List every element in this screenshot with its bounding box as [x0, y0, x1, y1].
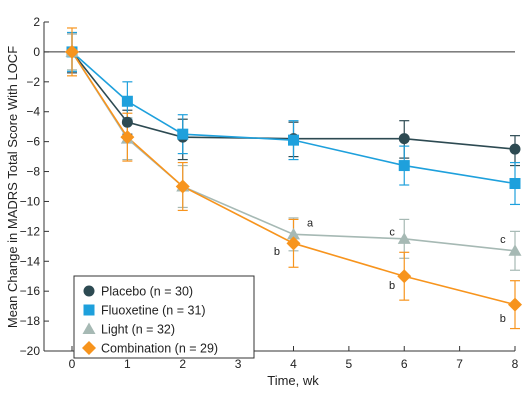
significance-annotation: c [389, 226, 395, 238]
data-point-square [509, 178, 521, 190]
data-point-circle [83, 285, 95, 297]
data-point-square [121, 95, 133, 107]
x-tick-label: 8 [512, 357, 519, 371]
data-point-diamond [120, 130, 135, 145]
x-tick-label: 6 [401, 357, 408, 371]
data-point-diamond [397, 269, 412, 284]
significance-annotation: b [274, 246, 280, 258]
data-point-circle [509, 143, 521, 155]
data-point-triangle [82, 322, 96, 334]
y-tick-label: 0 [33, 45, 40, 59]
legend-label: Fluoxetine (n = 31) [101, 304, 206, 318]
y-tick-label: −18 [20, 314, 41, 328]
data-point-square [398, 160, 410, 172]
significance-annotation: b [389, 280, 395, 292]
annotations: a b c b c b [274, 217, 506, 325]
y-tick-label: −14 [20, 254, 41, 268]
x-tick-label: 1 [124, 357, 131, 371]
y-tick-label: −12 [20, 224, 41, 238]
legend-box [73, 275, 255, 359]
data-point-triangle [397, 232, 411, 244]
series-line [71, 51, 516, 306]
series-line [71, 51, 516, 185]
x-tick-label: 7 [456, 357, 463, 371]
x-tick-label: 0 [69, 357, 76, 371]
y-tick-label: −16 [20, 284, 41, 298]
y-tick-label: −2 [26, 75, 40, 89]
significance-annotation: c [500, 234, 506, 246]
y-tick-label: −20 [20, 344, 41, 358]
data-point-diamond [175, 179, 190, 194]
y-tick-label: −4 [26, 105, 40, 119]
x-tick-label: 2 [179, 357, 186, 371]
data-point-diamond [286, 236, 301, 251]
legend-label: Light (n = 32) [101, 323, 175, 337]
legend: Placebo (n = 30) Fluoxetine (n = 31) Light… [73, 275, 255, 359]
y-tick-label: 2 [33, 15, 40, 29]
significance-annotation: a [307, 217, 314, 229]
data-point-diamond [508, 297, 522, 312]
y-tick-label: −10 [20, 194, 41, 208]
legend-label: Placebo (n = 30) [101, 285, 193, 299]
y-axis-title: Mean Change in MADRS Total Score With LO… [5, 46, 20, 328]
legend-label: Combination (n = 29) [101, 342, 218, 356]
y-tick-label: −6 [26, 135, 40, 149]
data-point-square [288, 134, 299, 146]
x-tick-label: 4 [290, 357, 297, 371]
x-axis-title: Time, wk [267, 373, 319, 388]
y-tick-label: −8 [26, 165, 40, 179]
data-point-triangle [508, 244, 522, 256]
data-point-square [83, 304, 95, 316]
data-point-triangle [287, 227, 300, 240]
series-lines [71, 51, 516, 306]
data-point-diamond [82, 341, 96, 355]
data-point-diamond [65, 44, 79, 59]
data-point-circle [121, 116, 133, 128]
data-point-circle [398, 133, 410, 145]
x-tick-label: 5 [346, 357, 353, 371]
axes: 2 0 −2 −4 −6 −8 −10 −12 −14 −16 −18 −20 0 1 2 3 4 5 6 7 8 [20, 15, 519, 371]
x-tick-label: 3 [235, 357, 242, 371]
significance-annotation: b [500, 313, 506, 325]
series-markers [65, 44, 522, 312]
data-point-square [177, 128, 189, 140]
